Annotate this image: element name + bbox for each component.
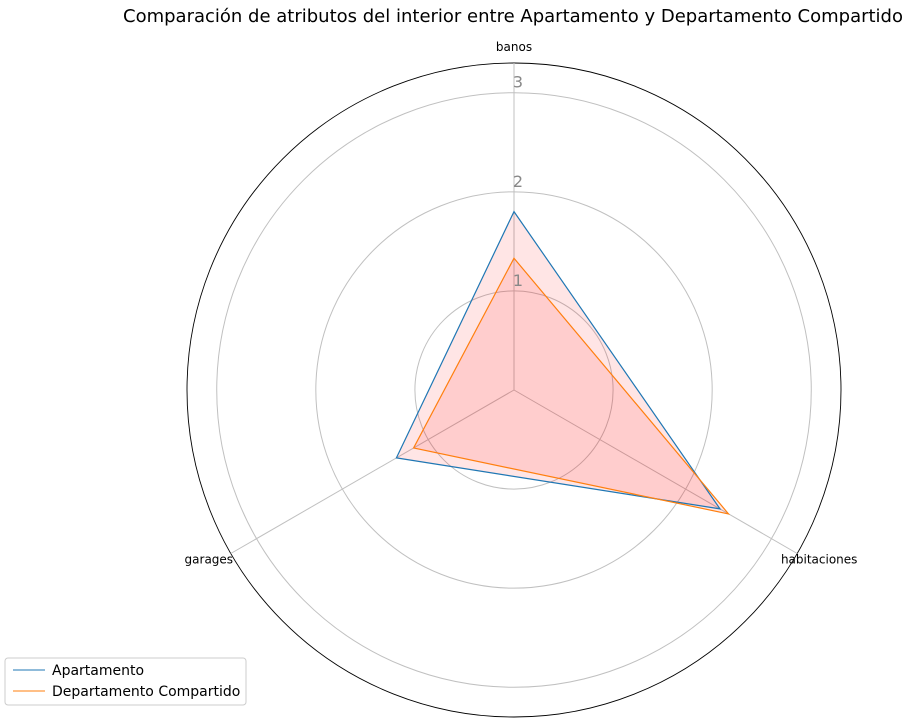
legend-label-departamento-compartido: Departamento Compartido [52, 684, 240, 700]
spoke-habitaciones [513, 389, 798, 554]
axis-label-banos: banos [496, 40, 532, 54]
legend: Apartamento Departamento Compartido [4, 657, 247, 706]
series-line-0 [395, 210, 722, 510]
legend-label-apartamento: Apartamento [52, 663, 144, 679]
radar-grid [186, 62, 842, 718]
series-fill-1 [413, 258, 729, 514]
r-tick-label-1: 1 [513, 271, 523, 290]
legend-box [4, 657, 247, 706]
series-layer [395, 210, 731, 515]
spoke-garages [230, 389, 515, 554]
axis-labels: 1 2 3 banos habitaciones garages [185, 40, 858, 567]
r-tick-label-3: 3 [513, 73, 523, 92]
series-line-1 [412, 257, 731, 515]
axis-label-garages: garages [185, 553, 234, 567]
chart-title: Comparación de atributos del interior en… [123, 6, 903, 27]
series-fill-0 [396, 211, 720, 509]
r-tick-label-2: 2 [513, 172, 523, 191]
axis-label-habitaciones: habitaciones [781, 553, 857, 567]
